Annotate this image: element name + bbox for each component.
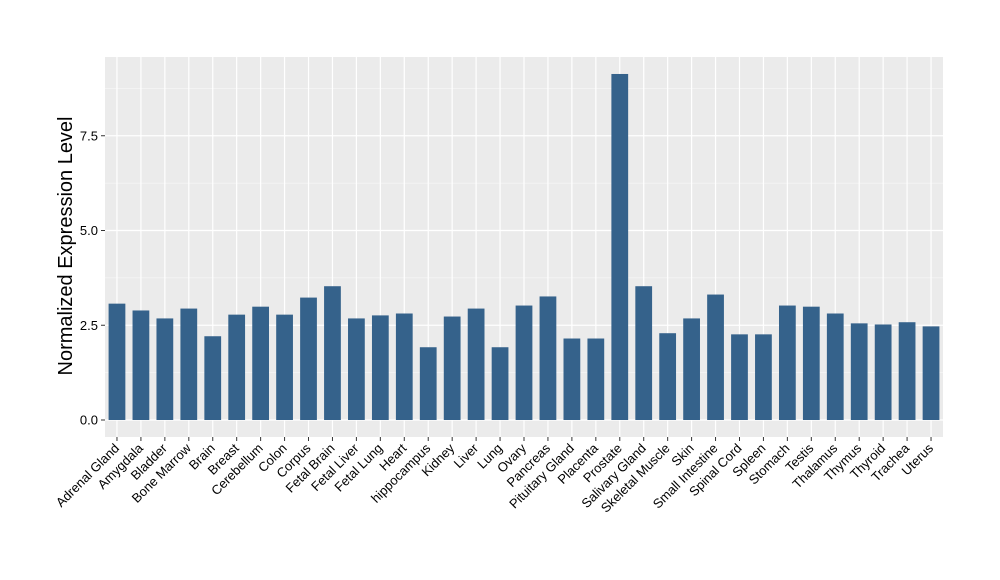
bar xyxy=(515,305,533,420)
y-tick-label: 5.0 xyxy=(80,223,98,238)
bar xyxy=(683,318,700,420)
bar xyxy=(324,286,341,420)
bar xyxy=(874,324,892,420)
x-tick-label: Liver xyxy=(451,440,482,471)
bar xyxy=(443,316,461,420)
bar xyxy=(563,338,581,420)
y-axis-title: Normalized Expression Level xyxy=(55,116,77,375)
bar xyxy=(778,305,796,420)
bar xyxy=(276,314,293,420)
bar xyxy=(252,306,270,420)
bar xyxy=(611,73,629,421)
bar xyxy=(156,318,174,420)
bar xyxy=(132,310,150,420)
bar xyxy=(922,326,940,420)
bar xyxy=(898,322,916,420)
bar xyxy=(731,334,748,420)
bar xyxy=(419,347,437,420)
bar xyxy=(180,308,198,420)
bar xyxy=(395,313,413,420)
bars xyxy=(108,73,940,421)
bar xyxy=(204,336,222,420)
bar xyxy=(850,323,868,420)
y-tick-label: 0.0 xyxy=(80,413,98,428)
bar xyxy=(371,315,389,420)
bar xyxy=(300,297,317,420)
bar xyxy=(755,334,772,420)
bar xyxy=(635,286,653,420)
bar xyxy=(467,308,485,420)
bar xyxy=(707,294,724,420)
bar xyxy=(108,303,126,420)
bar xyxy=(491,347,509,420)
y-tick-label: 2.5 xyxy=(80,318,98,333)
bar xyxy=(539,296,557,420)
bar xyxy=(348,318,365,420)
y-tick-label: 7.5 xyxy=(80,128,98,143)
bar xyxy=(587,338,605,420)
bar xyxy=(659,333,677,420)
bar xyxy=(802,306,820,420)
bar xyxy=(228,314,246,420)
bar xyxy=(826,313,844,420)
